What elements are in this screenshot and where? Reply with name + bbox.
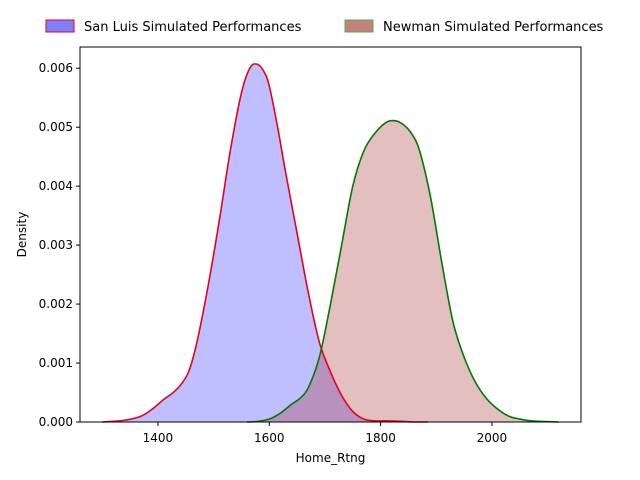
legend-swatch-newman (344, 19, 374, 33)
plot-area (79, 46, 582, 423)
legend-label-san-luis: San Luis Simulated Performances (84, 20, 302, 35)
x-axis-ticks: 1400 1600 1800 2000 (143, 422, 508, 445)
y-tick-label: 0.005 (39, 120, 73, 134)
legend: San Luis Simulated Performances Newman S… (45, 19, 604, 35)
y-tick-label: 0.000 (39, 415, 73, 429)
y-tick-label: 0.006 (39, 61, 73, 75)
density-area-newman (247, 120, 559, 422)
density-line-san-luis (102, 63, 428, 423)
y-tick-label: 0.002 (39, 297, 73, 311)
density-area-san-luis (102, 63, 428, 423)
legend-swatch-san-luis (45, 19, 75, 33)
axes-frame (79, 46, 582, 423)
density-line-newman (246, 119, 559, 423)
legend-label-newman: Newman Simulated Performances (383, 20, 604, 35)
y-tick-label: 0.004 (39, 179, 73, 193)
x-tick-label: 1600 (254, 431, 285, 445)
x-axis-label: Home_Rtng (296, 451, 366, 465)
y-axis-ticks: 0.000 0.001 0.002 0.003 0.004 0.005 0.006 (39, 61, 80, 429)
x-tick-label: 1400 (143, 431, 174, 445)
y-tick-label: 0.001 (39, 356, 73, 370)
x-tick-label: 1800 (365, 431, 396, 445)
y-tick-label: 0.003 (39, 238, 73, 252)
x-tick-label: 2000 (477, 431, 508, 445)
y-axis-label: Density (15, 212, 29, 258)
